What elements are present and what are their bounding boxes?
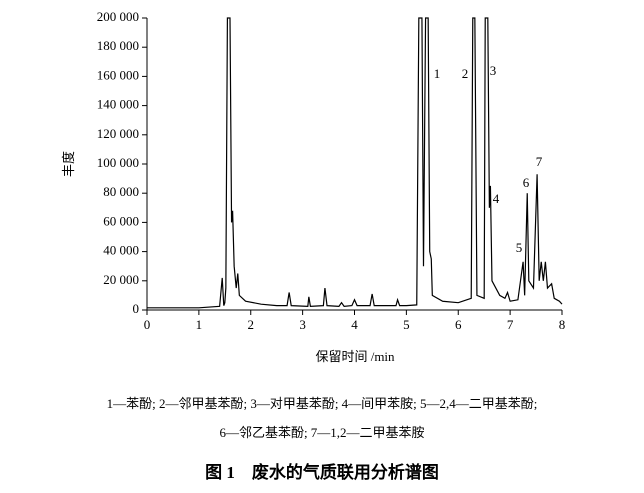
- x-tick-label: 1: [196, 317, 203, 332]
- x-tick-label: 0: [144, 317, 151, 332]
- y-tick-label: 40 000: [103, 243, 139, 258]
- x-tick-label: 8: [559, 317, 566, 332]
- data-line: [147, 17, 563, 309]
- peak-label: 4: [493, 191, 500, 206]
- chart-title: 图 1 废水的气质联用分析谱图: [205, 462, 439, 482]
- y-tick-label: 0: [133, 301, 140, 316]
- y-tick-label: 180 000: [97, 38, 139, 53]
- x-tick-label: 5: [403, 317, 410, 332]
- x-tick-label: 2: [248, 317, 255, 332]
- y-tick-label: 140 000: [97, 97, 139, 112]
- y-tick-label: 80 000: [103, 184, 139, 199]
- peak-label: 6: [523, 175, 530, 190]
- peak-label: 1: [434, 66, 441, 81]
- y-tick-label: 200 000: [97, 9, 139, 24]
- y-tick-label: 160 000: [97, 67, 139, 82]
- peak-label: 2: [462, 66, 469, 81]
- peak-label: 3: [490, 63, 497, 78]
- y-axis-label: 丰度: [61, 151, 76, 177]
- x-tick-label: 6: [455, 317, 462, 332]
- legend-line: 6—邻乙基苯酚; 7—1,2—二甲基苯胺: [219, 425, 424, 440]
- y-tick-label: 20 000: [103, 272, 139, 287]
- peak-label: 7: [536, 154, 543, 169]
- legend-line: 1—苯酚; 2—邻甲基苯酚; 3—对甲基苯酚; 4—间甲苯胺; 5—2,4—二甲…: [107, 396, 538, 411]
- y-tick-label: 120 000: [97, 126, 139, 141]
- x-tick-label: 3: [299, 317, 306, 332]
- x-tick-label: 4: [351, 317, 358, 332]
- y-tick-label: 60 000: [103, 213, 139, 228]
- y-tick-label: 100 000: [97, 155, 139, 170]
- x-tick-label: 7: [507, 317, 514, 332]
- peak-label: 5: [516, 240, 523, 255]
- x-axis-label: 保留时间 /min: [315, 349, 395, 364]
